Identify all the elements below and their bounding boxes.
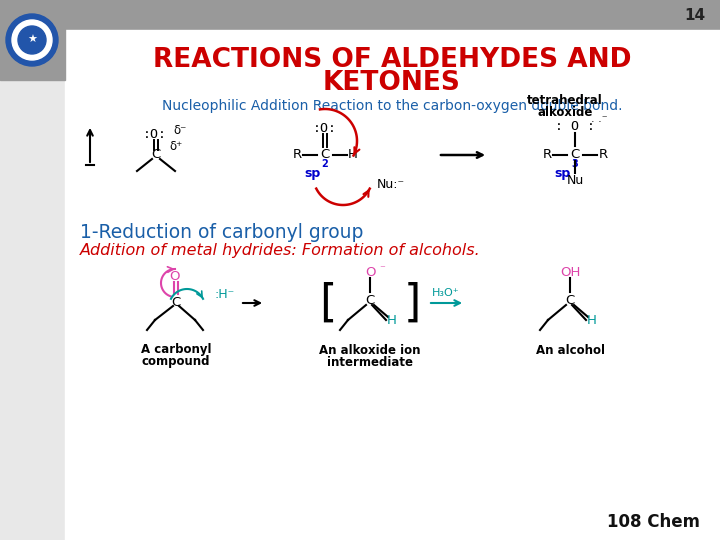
Text: ]: ] — [403, 281, 420, 325]
Text: KETONES: KETONES — [323, 70, 461, 96]
Text: An alcohol: An alcohol — [536, 343, 605, 356]
Text: C: C — [320, 148, 330, 161]
Text: ⁻: ⁻ — [379, 264, 385, 274]
Text: [: [ — [319, 281, 337, 325]
Text: intermediate: intermediate — [327, 355, 413, 368]
Text: :O:: :O: — [313, 123, 337, 136]
Text: C: C — [365, 294, 374, 307]
Text: :H⁻: :H⁻ — [215, 288, 235, 301]
Text: OH: OH — [560, 267, 580, 280]
Text: R: R — [598, 148, 608, 161]
Text: REACTIONS OF ALDEHYDES AND: REACTIONS OF ALDEHYDES AND — [153, 47, 631, 73]
Text: compound: compound — [142, 355, 210, 368]
Text: C: C — [565, 294, 575, 307]
Text: C: C — [171, 296, 181, 309]
Text: Nucleophilic Addition Reaction to the carbon-oxygen double bond.: Nucleophilic Addition Reaction to the ca… — [162, 99, 622, 113]
Bar — [0, 0, 720, 30]
Text: sp: sp — [554, 166, 571, 179]
Bar — [0, 0, 65, 80]
Text: Addition of metal hydrides: Formation of alcohols.: Addition of metal hydrides: Formation of… — [80, 242, 481, 258]
Text: R: R — [292, 148, 302, 161]
Text: ★: ★ — [27, 35, 37, 45]
Text: An alkoxide ion: An alkoxide ion — [319, 343, 420, 356]
Text: 2: 2 — [321, 159, 328, 169]
Text: Nu:⁻: Nu:⁻ — [377, 179, 405, 192]
Circle shape — [12, 20, 52, 60]
Text: 3: 3 — [571, 159, 577, 169]
Text: δ⁺: δ⁺ — [169, 140, 182, 153]
Text: H: H — [387, 314, 397, 327]
Text: 1-Reduction of carbonyl group: 1-Reduction of carbonyl group — [80, 222, 364, 241]
Text: 14: 14 — [684, 8, 705, 23]
Text: H: H — [587, 314, 597, 327]
Text: A carbonyl: A carbonyl — [140, 343, 211, 356]
Circle shape — [18, 26, 46, 54]
Circle shape — [6, 14, 58, 66]
Text: R: R — [542, 148, 552, 161]
Text: sp: sp — [305, 166, 321, 179]
Text: Nu: Nu — [567, 174, 584, 187]
Text: C: C — [151, 148, 161, 161]
Text: δ⁻: δ⁻ — [173, 125, 186, 138]
Text: :O:: :O: — [143, 129, 167, 141]
Text: H: H — [348, 148, 358, 161]
Text: O: O — [365, 267, 375, 280]
Text: C: C — [570, 148, 580, 161]
Text: 108 Chem: 108 Chem — [607, 513, 700, 531]
Text: H₃O⁺: H₃O⁺ — [432, 288, 460, 298]
Text: : O :: : O : — [555, 120, 595, 133]
Text: tetrahedral: tetrahedral — [527, 93, 603, 106]
Text: . .⁻: . .⁻ — [591, 114, 608, 124]
Text: alkoxide: alkoxide — [537, 105, 593, 118]
Text: O: O — [170, 271, 180, 284]
